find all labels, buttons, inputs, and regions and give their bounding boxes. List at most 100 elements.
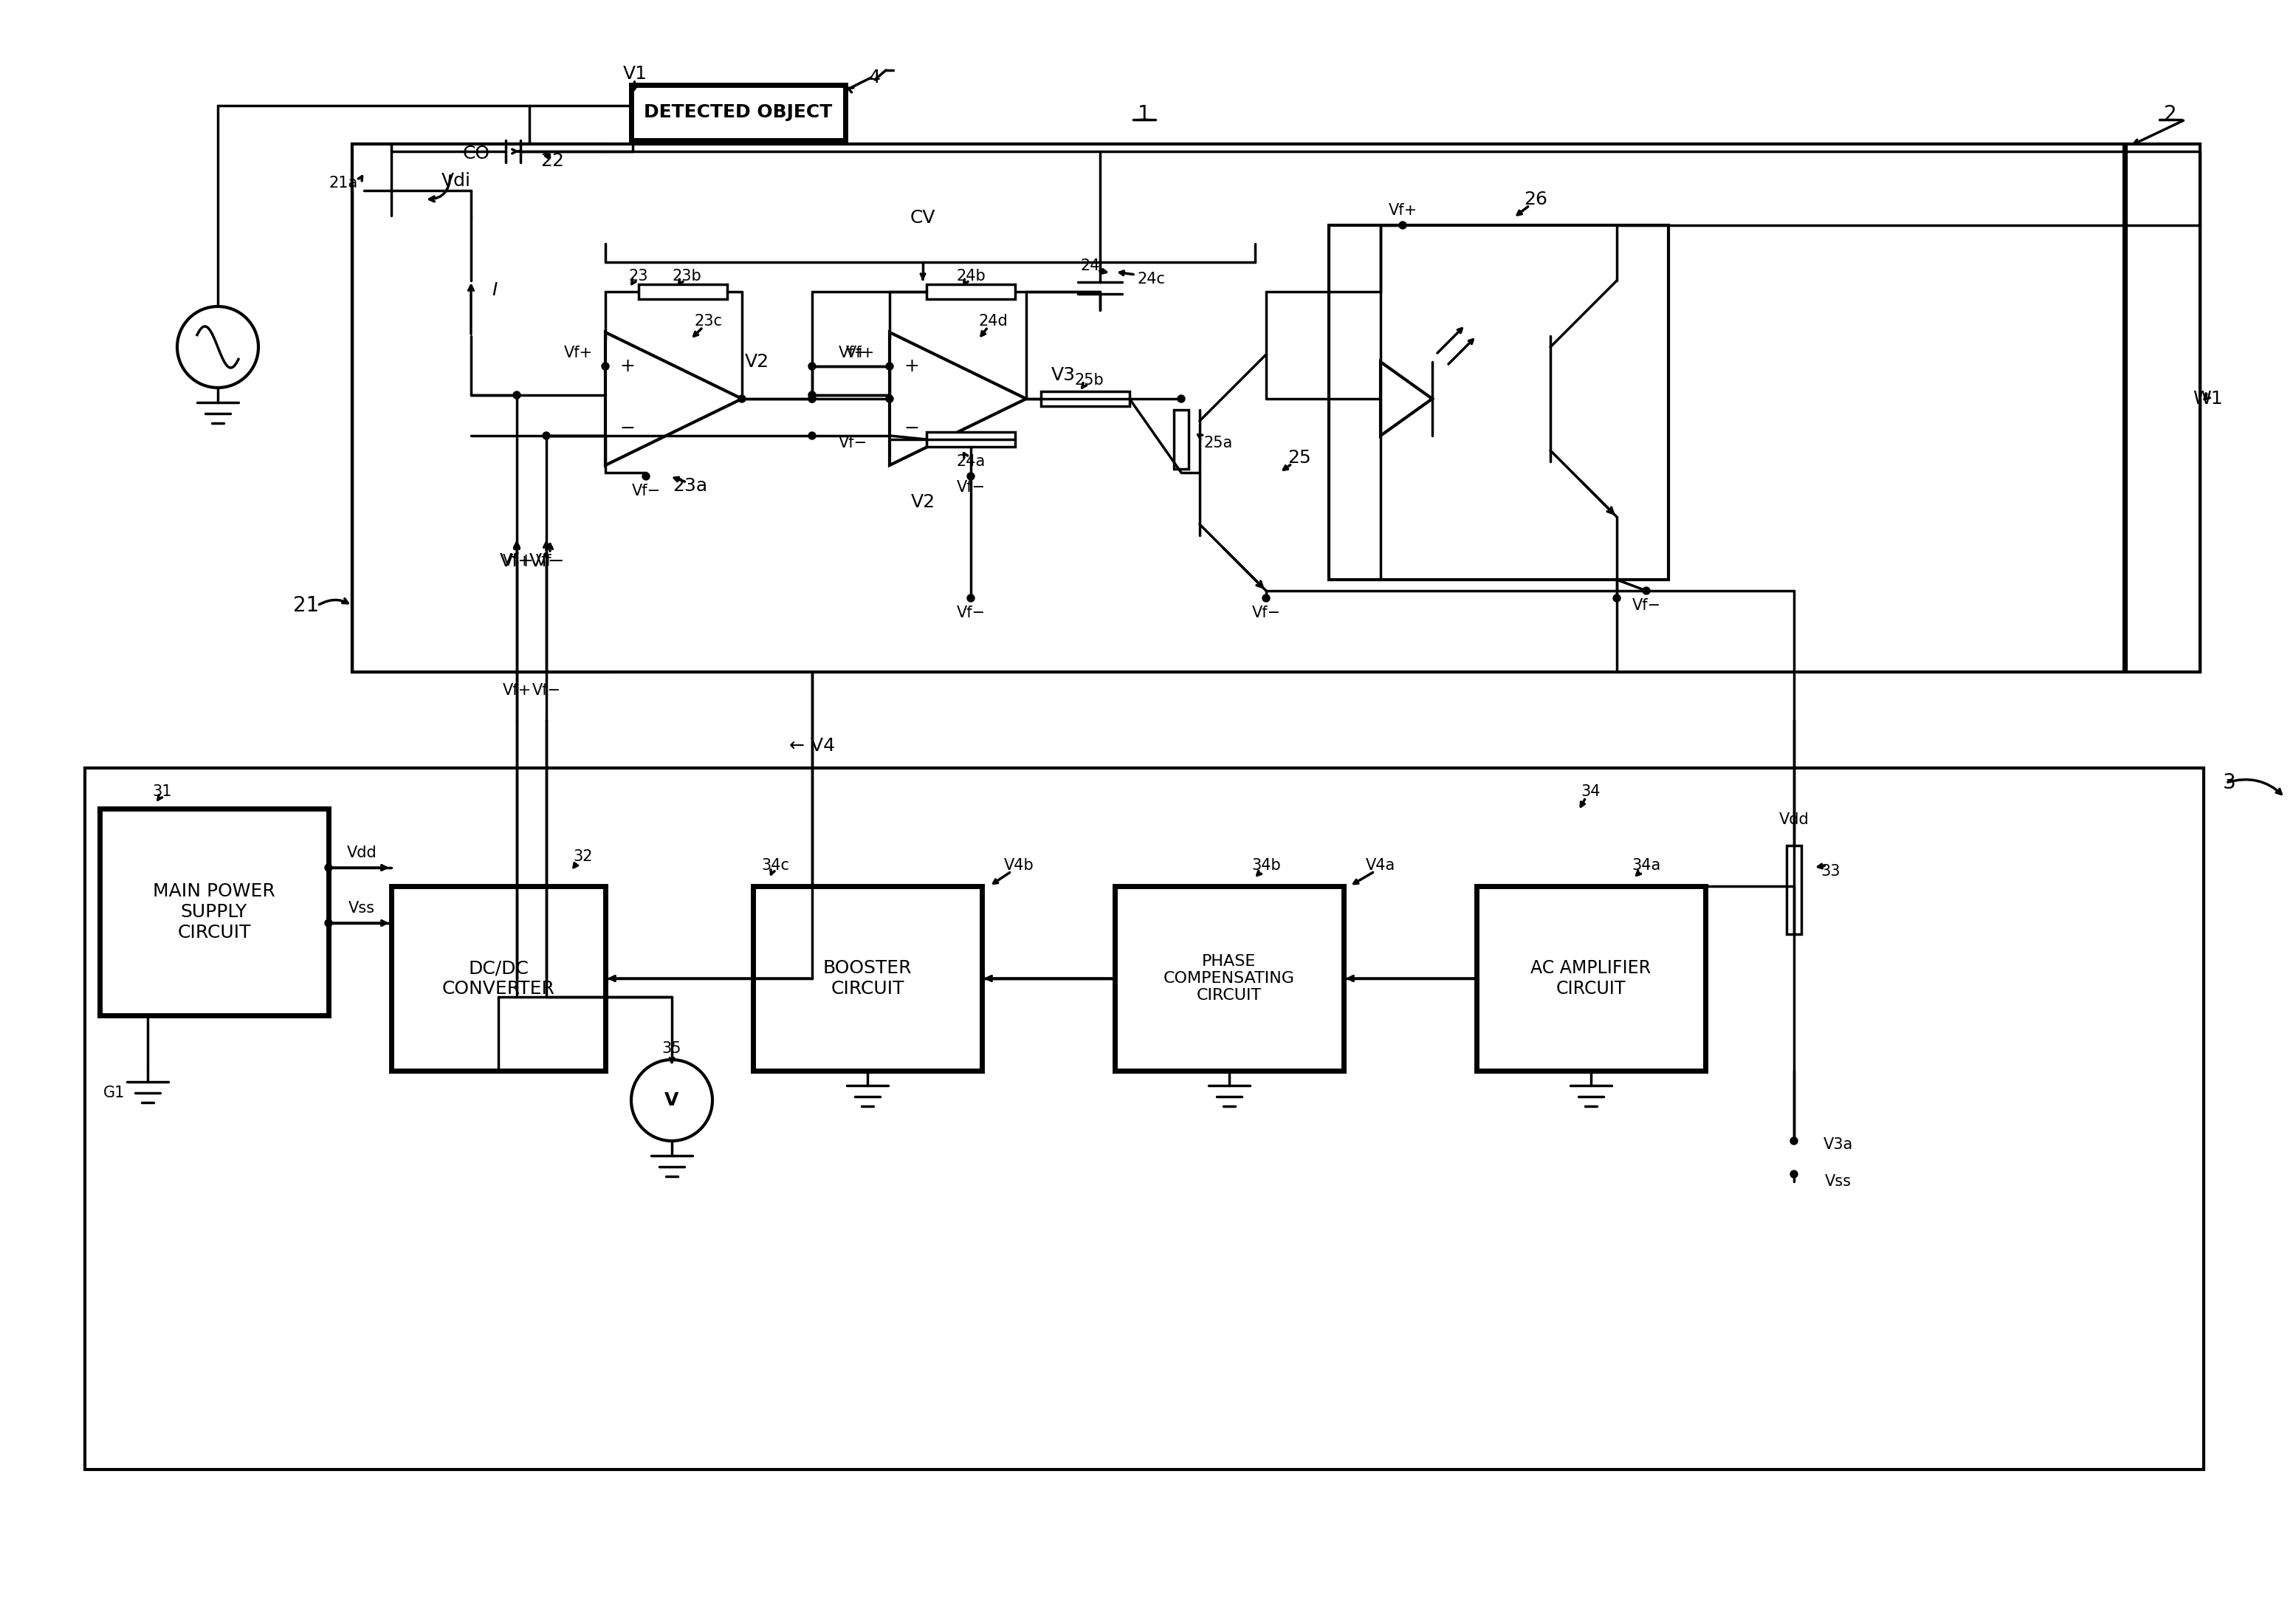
Circle shape bbox=[1614, 594, 1621, 602]
Text: BOOSTER
CIRCUIT: BOOSTER CIRCUIT bbox=[822, 959, 912, 997]
Bar bbox=[631, 85, 845, 141]
Text: ← V4: ← V4 bbox=[790, 737, 836, 754]
Text: V4b: V4b bbox=[1003, 858, 1033, 873]
Bar bbox=[390, 887, 606, 1071]
Text: 32: 32 bbox=[574, 849, 592, 865]
Text: V4a: V4a bbox=[1366, 858, 1396, 873]
Text: 23b: 23b bbox=[673, 268, 700, 283]
Text: 24b: 24b bbox=[955, 268, 985, 283]
Text: 34: 34 bbox=[1582, 785, 1600, 799]
Bar bbox=[1476, 887, 1706, 1071]
Text: 24d: 24d bbox=[978, 313, 1008, 329]
Text: Vf−: Vf− bbox=[535, 555, 565, 569]
Bar bbox=[753, 887, 983, 1071]
Text: V2: V2 bbox=[744, 353, 769, 371]
Circle shape bbox=[808, 363, 815, 371]
Text: PHASE
COMPENSATING
CIRCUIT: PHASE COMPENSATING CIRCUIT bbox=[1164, 954, 1295, 1004]
Bar bbox=[1040, 392, 1130, 406]
Text: Vf−: Vf− bbox=[528, 553, 563, 570]
Circle shape bbox=[886, 363, 893, 371]
Bar bbox=[85, 769, 2204, 1470]
Circle shape bbox=[1642, 586, 1651, 594]
Bar bbox=[1329, 225, 1669, 580]
Text: Vss: Vss bbox=[1825, 1175, 1851, 1189]
Circle shape bbox=[967, 473, 974, 479]
Circle shape bbox=[808, 392, 815, 400]
Text: 3: 3 bbox=[2223, 772, 2236, 793]
Text: +: + bbox=[905, 358, 918, 376]
Bar bbox=[2126, 144, 2200, 673]
Bar bbox=[1116, 887, 1343, 1071]
Text: 23c: 23c bbox=[696, 313, 723, 329]
Bar bbox=[638, 284, 728, 299]
Text: Vf−: Vf− bbox=[533, 682, 560, 698]
Text: Vf+: Vf+ bbox=[503, 682, 530, 698]
Text: AC AMPLIFIER
CIRCUIT: AC AMPLIFIER CIRCUIT bbox=[1531, 959, 1651, 997]
Circle shape bbox=[1398, 222, 1407, 229]
Text: Vf−: Vf− bbox=[957, 606, 985, 620]
Bar bbox=[1786, 845, 1802, 935]
Text: Vf−: Vf− bbox=[631, 484, 661, 499]
Text: 34a: 34a bbox=[1632, 858, 1660, 873]
Text: 24c: 24c bbox=[1137, 272, 1164, 286]
Text: −: − bbox=[620, 419, 636, 438]
Text: G1: G1 bbox=[103, 1085, 126, 1101]
Text: 24a: 24a bbox=[957, 454, 985, 468]
Text: Vf+: Vf+ bbox=[565, 345, 592, 361]
Text: Vf+: Vf+ bbox=[503, 555, 530, 569]
Circle shape bbox=[808, 395, 815, 403]
Text: 34c: 34c bbox=[762, 858, 790, 873]
Text: V: V bbox=[664, 1091, 680, 1109]
Text: V2: V2 bbox=[912, 494, 934, 511]
Bar bbox=[1173, 409, 1189, 468]
Text: Vf−: Vf− bbox=[1251, 606, 1281, 620]
Bar bbox=[351, 144, 2124, 673]
Text: Vf+: Vf+ bbox=[845, 345, 875, 361]
Text: 26: 26 bbox=[1525, 190, 1548, 208]
Text: +: + bbox=[620, 358, 636, 376]
Text: 33: 33 bbox=[1821, 865, 1841, 879]
Text: 22: 22 bbox=[540, 152, 565, 169]
Bar bbox=[351, 144, 608, 673]
Text: Vf+: Vf+ bbox=[838, 345, 868, 361]
Circle shape bbox=[602, 363, 608, 371]
Text: 25b: 25b bbox=[1075, 372, 1104, 388]
Text: Vf−: Vf− bbox=[957, 479, 985, 495]
Text: DC/DC
CONVERTER: DC/DC CONVERTER bbox=[441, 959, 556, 997]
Text: MAIN POWER
SUPPLY
CIRCUIT: MAIN POWER SUPPLY CIRCUIT bbox=[154, 882, 276, 941]
Text: −: − bbox=[905, 419, 918, 438]
Text: 23a: 23a bbox=[673, 478, 707, 495]
Text: 21: 21 bbox=[294, 594, 319, 615]
Text: Vf+: Vf+ bbox=[501, 553, 535, 570]
Text: CV: CV bbox=[909, 209, 934, 227]
Text: Vf−: Vf− bbox=[1632, 598, 1660, 614]
Bar bbox=[928, 431, 1015, 447]
Circle shape bbox=[808, 431, 815, 439]
Circle shape bbox=[1263, 594, 1270, 602]
Text: 2: 2 bbox=[2165, 104, 2177, 125]
Text: V3a: V3a bbox=[1823, 1138, 1853, 1152]
Text: W1: W1 bbox=[2193, 390, 2223, 407]
Text: V3: V3 bbox=[1052, 366, 1075, 384]
Text: 4: 4 bbox=[868, 69, 882, 86]
Text: Vf−: Vf− bbox=[838, 436, 868, 451]
Circle shape bbox=[739, 395, 746, 403]
Text: Vf+: Vf+ bbox=[1389, 203, 1417, 217]
Circle shape bbox=[967, 594, 974, 602]
Text: Vdd: Vdd bbox=[347, 845, 377, 860]
Text: DETECTED OBJECT: DETECTED OBJECT bbox=[645, 104, 833, 121]
Text: 25: 25 bbox=[1288, 449, 1311, 467]
Circle shape bbox=[512, 392, 521, 400]
Text: 1: 1 bbox=[1139, 104, 1150, 125]
Text: 21a: 21a bbox=[328, 176, 358, 190]
Circle shape bbox=[808, 395, 815, 403]
Circle shape bbox=[1791, 1138, 1798, 1144]
Circle shape bbox=[643, 473, 650, 479]
Text: 35: 35 bbox=[661, 1042, 682, 1056]
Bar bbox=[928, 284, 1015, 299]
Text: 23: 23 bbox=[629, 268, 647, 283]
Circle shape bbox=[1791, 1170, 1798, 1178]
Text: I: I bbox=[491, 281, 498, 299]
Circle shape bbox=[324, 919, 333, 927]
Text: CO: CO bbox=[461, 145, 489, 163]
